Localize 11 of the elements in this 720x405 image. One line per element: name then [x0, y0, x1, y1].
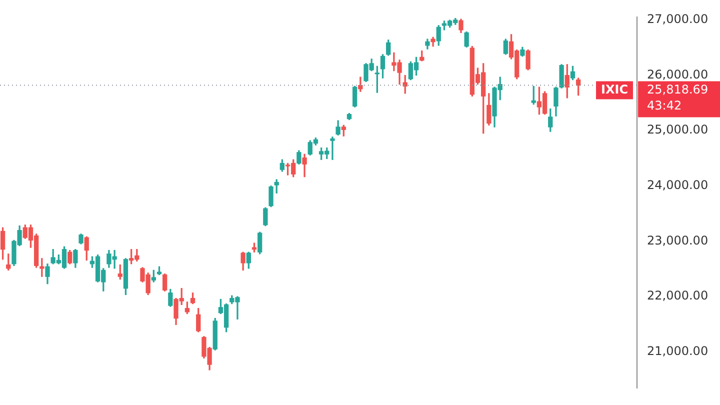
- text: 25,818.69: [647, 82, 708, 96]
- y-tick-label: 24,000.00: [647, 178, 708, 192]
- y-tick-label: 27,000.00: [647, 12, 708, 26]
- candlestick: [330, 136, 335, 160]
- y-tick-label: 26,000.00: [647, 67, 708, 82]
- y-tick-label: 21,000.00: [647, 344, 708, 358]
- y-tick-label: 25,000.00: [647, 122, 708, 137]
- y-tick-label: 22,000.00: [647, 288, 708, 303]
- ref-line-label: IXIC: [601, 82, 628, 96]
- y-tick-label: 23,000.00: [647, 233, 708, 248]
- text: 43:42: [647, 98, 682, 112]
